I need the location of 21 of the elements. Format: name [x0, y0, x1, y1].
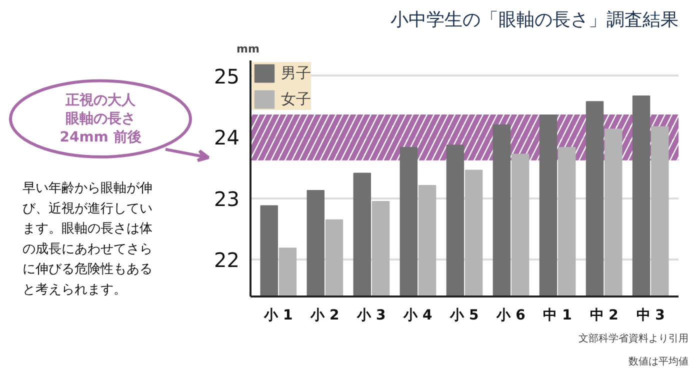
- legend-label: 男子: [281, 64, 311, 82]
- text: 早い年齢から眼軸が伸び、近視が進行しています。眼軸の長さは体の成長にあわせてさらに伸びる危険性もあると考えられます。: [22, 181, 152, 298]
- text: 文部科学省資料より引用: [578, 332, 688, 344]
- x-tick-label: 中 2: [590, 308, 618, 324]
- y-tick-label: 23: [214, 186, 240, 211]
- text: 数値は平均値: [628, 356, 688, 368]
- x-tick-label: 小 2: [310, 308, 340, 324]
- y-tick-label: 24: [214, 126, 240, 150]
- x-tick-label: 小 6: [496, 308, 526, 324]
- x-tick-label: 小 5: [449, 308, 479, 324]
- x-tick-label: 中 3: [636, 308, 665, 324]
- y-tick-label: 25: [214, 64, 240, 88]
- x-tick-label: 小 4: [402, 308, 433, 324]
- legend-label: 女子: [281, 90, 311, 108]
- x-tick-label: 中 1: [543, 308, 572, 324]
- y-axis-title: mm: [236, 42, 260, 56]
- text: 正視の大人眼軸の長さ24mm 前後: [60, 91, 142, 146]
- x-tick-label: 小 3: [356, 308, 386, 324]
- chart-title: 小中学生の「眼軸の長さ」調査結果: [390, 10, 678, 30]
- x-tick-label: 小 1: [263, 308, 293, 324]
- y-tick-label: 22: [214, 248, 240, 272]
